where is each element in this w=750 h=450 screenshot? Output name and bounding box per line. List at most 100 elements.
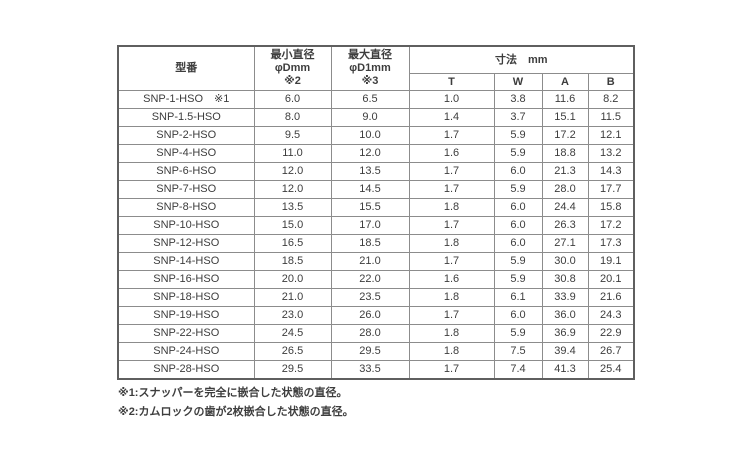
table-row: SNP-28-HSO 29.5 33.5 1.7 7.4 41.3 25.4 [117, 360, 635, 380]
value-cell: 13.5 [330, 162, 410, 181]
value-cell: 5.9 [493, 180, 543, 199]
value-cell: 15.8 [587, 198, 635, 217]
value-cell: 1.7 [408, 252, 495, 271]
value-cell: 6.1 [493, 288, 543, 307]
value-cell: 17.2 [541, 126, 589, 145]
table-row: SNP-4-HSO 11.0 12.0 1.6 5.9 18.8 13.2 [117, 144, 635, 163]
value-cell: 17.2 [587, 216, 635, 235]
spec-table-container: 型番 最小直径 φDmm ※2 最大直径 φD1mm ※3 寸法 mm T W … [117, 45, 635, 380]
value-cell: 15.1 [541, 108, 589, 127]
value-cell: 1.8 [408, 198, 495, 217]
value-cell: 3.7 [493, 108, 543, 127]
value-cell: 5.9 [493, 324, 543, 343]
model-cell: SNP-19-HSO [117, 306, 255, 325]
value-cell: 23.0 [253, 306, 332, 325]
footnote-2: ※2:カムロックの歯が2枚嵌合した状態の直径。 [118, 406, 354, 418]
value-cell: 21.6 [587, 288, 635, 307]
model-cell: SNP-6-HSO [117, 162, 255, 181]
value-cell: 1.4 [408, 108, 495, 127]
header-row-sub: T W A B [118, 73, 635, 91]
value-cell: 26.3 [541, 216, 589, 235]
value-cell: 17.7 [587, 180, 635, 199]
table-row: SNP-24-HSO 26.5 29.5 1.8 7.5 39.4 26.7 [117, 342, 635, 361]
value-cell: 6.0 [493, 234, 543, 253]
model-cell: SNP-8-HSO [117, 198, 255, 217]
value-cell: 33.5 [330, 360, 410, 380]
value-cell: 12.0 [330, 144, 410, 163]
value-cell: 9.0 [330, 108, 410, 127]
table-row: SNP-6-HSO 12.0 13.5 1.7 6.0 21.3 14.3 [117, 162, 635, 181]
value-cell: 30.0 [541, 252, 589, 271]
value-cell: 26.0 [330, 306, 410, 325]
header-row-group: 型番 最小直径 φDmm ※2 最大直径 φD1mm ※3 寸法 mm [117, 45, 635, 91]
value-cell: 11.6 [541, 90, 589, 109]
value-cell: 15.5 [330, 198, 410, 217]
value-cell: 1.8 [408, 288, 495, 307]
value-cell: 1.6 [408, 270, 495, 289]
footnote-1: ※1:スナッパーを完全に嵌合した状態の直径。 [118, 387, 348, 399]
spec-table: 型番 最小直径 φDmm ※2 最大直径 φD1mm ※3 寸法 mm T W … [117, 45, 635, 380]
value-cell: 12.0 [253, 162, 332, 181]
value-cell: 24.3 [587, 306, 635, 325]
value-cell: 12.0 [253, 180, 332, 199]
value-cell: 7.5 [493, 342, 543, 361]
header-dimensions-group: 寸法 mm [408, 45, 635, 74]
header-dim-b: B [587, 73, 635, 91]
value-cell: 17.0 [330, 216, 410, 235]
value-cell: 21.3 [541, 162, 589, 181]
value-cell: 1.7 [408, 180, 495, 199]
value-cell: 20.0 [253, 270, 332, 289]
value-cell: 17.3 [587, 234, 635, 253]
model-cell: SNP-10-HSO [117, 216, 255, 235]
header-dim-w: W [493, 73, 543, 91]
model-cell: SNP-14-HSO [117, 252, 255, 271]
value-cell: 19.1 [587, 252, 635, 271]
header-max-diameter: 最大直径 φD1mm ※3 [330, 45, 410, 91]
value-cell: 5.9 [493, 144, 543, 163]
value-cell: 28.0 [541, 180, 589, 199]
value-cell: 6.0 [253, 90, 332, 109]
value-cell: 21.0 [330, 252, 410, 271]
value-cell: 21.0 [253, 288, 332, 307]
value-cell: 26.5 [253, 342, 332, 361]
value-cell: 11.0 [253, 144, 332, 163]
value-cell: 11.5 [587, 108, 635, 127]
model-cell: SNP-16-HSO [117, 270, 255, 289]
table-row: SNP-1.5-HSO 8.0 9.0 1.4 3.7 15.1 11.5 [117, 108, 635, 127]
model-cell: SNP-12-HSO [117, 234, 255, 253]
value-cell: 1.7 [408, 126, 495, 145]
model-cell: SNP-7-HSO [117, 180, 255, 199]
value-cell: 28.0 [330, 324, 410, 343]
value-cell: 15.0 [253, 216, 332, 235]
value-cell: 8.0 [253, 108, 332, 127]
value-cell: 16.5 [253, 234, 332, 253]
model-cell: SNP-24-HSO [117, 342, 255, 361]
table-row: SNP-1-HSO ※1 6.0 6.5 1.0 3.8 11.6 8.2 [117, 90, 635, 109]
footnotes: ※1:スナッパーを完全に嵌合した状態の直径。 ※2:カムロックの歯が2枚嵌合した… [118, 384, 354, 422]
table-row: SNP-12-HSO 16.5 18.5 1.8 6.0 27.1 17.3 [117, 234, 635, 253]
value-cell: 18.8 [541, 144, 589, 163]
header-min-diameter: 最小直径 φDmm ※2 [253, 45, 332, 91]
value-cell: 6.0 [493, 306, 543, 325]
value-cell: 6.0 [493, 216, 543, 235]
value-cell: 1.7 [408, 360, 495, 380]
value-cell: 27.1 [541, 234, 589, 253]
value-cell: 18.5 [253, 252, 332, 271]
value-cell: 6.0 [493, 162, 543, 181]
value-cell: 36.0 [541, 306, 589, 325]
value-cell: 22.0 [330, 270, 410, 289]
value-cell: 5.9 [493, 270, 543, 289]
model-cell: SNP-2-HSO [117, 126, 255, 145]
value-cell: 24.5 [253, 324, 332, 343]
value-cell: 6.0 [493, 198, 543, 217]
value-cell: 25.4 [587, 360, 635, 380]
header-dim-t: T [408, 73, 495, 91]
model-cell: SNP-1-HSO ※1 [117, 90, 255, 109]
value-cell: 1.8 [408, 234, 495, 253]
value-cell: 18.5 [330, 234, 410, 253]
value-cell: 1.7 [408, 162, 495, 181]
table-row: SNP-2-HSO 9.5 10.0 1.7 5.9 17.2 12.1 [117, 126, 635, 145]
value-cell: 1.8 [408, 342, 495, 361]
value-cell: 9.5 [253, 126, 332, 145]
header-dim-a: A [541, 73, 589, 91]
